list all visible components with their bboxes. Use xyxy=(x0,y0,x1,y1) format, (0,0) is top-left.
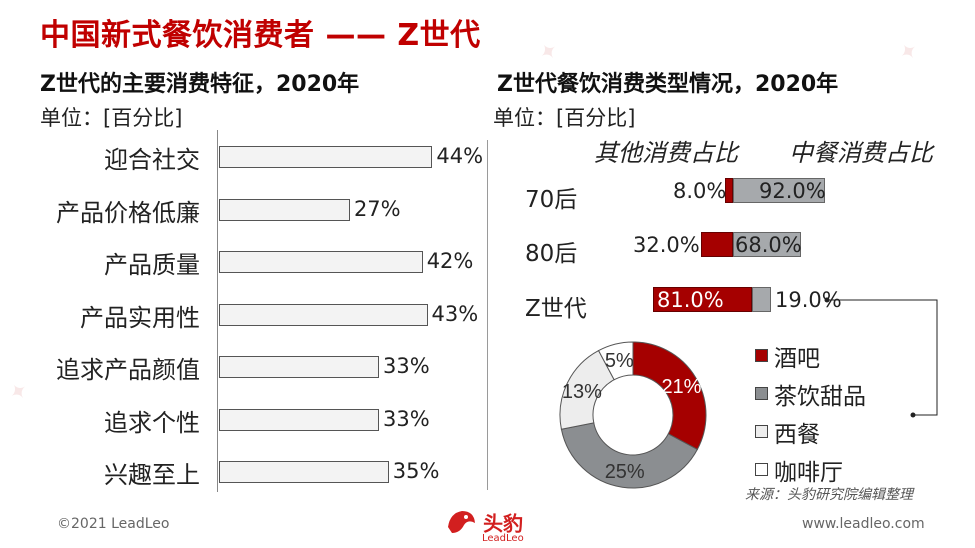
bar-value-other: 32.0% xyxy=(633,233,700,257)
category-label: 产品价格低廉 xyxy=(56,198,200,227)
logo: 头豹 LeadLeo xyxy=(444,505,524,544)
leopard-logo-icon xyxy=(448,511,475,533)
legend-swatch xyxy=(755,387,768,400)
category-label: 产品实用性 xyxy=(80,303,200,332)
bar-value-label: 35% xyxy=(392,459,440,483)
bar-segment-chinese xyxy=(752,287,771,312)
left-subtitle: Z世代的主要消费特征，2020年 xyxy=(40,72,360,97)
bar xyxy=(219,251,423,273)
bar xyxy=(219,356,380,378)
right-subtitle: Z世代餐饮消费类型情况，2020年 xyxy=(497,72,839,97)
donut-chart: 21% 25% 13%5% xyxy=(559,341,707,489)
panel-divider xyxy=(487,140,488,490)
category-label: 兴趣至上 xyxy=(104,461,200,489)
right-unit: 单位：[百分比] xyxy=(493,106,636,130)
bar xyxy=(219,146,433,168)
bar-segment-other xyxy=(653,287,752,312)
bar-value-other: 8.0% xyxy=(673,179,727,203)
category-label: 产品质量 xyxy=(104,251,200,279)
legend-swatch xyxy=(755,463,768,476)
bar-segment-chinese xyxy=(733,178,825,203)
row-label: 80后 xyxy=(525,241,578,267)
donut-slice xyxy=(560,422,699,489)
bar xyxy=(219,461,389,483)
bar xyxy=(219,303,428,326)
legend-label: 茶饮甜品 xyxy=(774,384,866,410)
header-other: 其他消费占比 xyxy=(594,139,738,167)
left-bar-axis xyxy=(217,130,218,492)
bar-value-label: 33% xyxy=(383,406,430,431)
logo-text: 头豹 xyxy=(483,511,524,536)
donut-slice xyxy=(597,341,634,381)
bar-value-label: 43% xyxy=(431,301,479,326)
legend-label: 西餐 xyxy=(774,422,820,448)
donut-slice-label: 13% xyxy=(562,381,602,403)
legend-label: 酒吧 xyxy=(774,346,820,372)
bar-segment-other xyxy=(701,232,733,257)
header-chinese: 中餐消费占比 xyxy=(789,139,933,167)
donut-slice xyxy=(632,341,707,451)
bar xyxy=(219,408,380,431)
logo-subtext: LeadLeo xyxy=(482,533,524,544)
donut-slice-label: 21% xyxy=(661,376,701,398)
bar-value-label: 44% xyxy=(436,144,484,168)
category-label: 迎合社交 xyxy=(104,146,200,174)
bar-value-chinese: 92.0% xyxy=(759,179,826,203)
footer-copyright: ©2021 LeadLeo xyxy=(57,516,170,532)
donut-slice-label: 5% xyxy=(605,350,634,372)
page-title: 中国新式餐饮消费者 —— Z世代 xyxy=(40,18,481,53)
bar xyxy=(219,198,350,221)
footer-url: www.leadleo.com xyxy=(802,516,925,532)
row-label: Z世代 xyxy=(525,296,587,322)
legend-swatch xyxy=(755,349,768,362)
bar-value-label: 42% xyxy=(426,249,474,273)
source-note: 来源：头豹研究院编辑整理 xyxy=(745,487,913,503)
left-unit: 单位：[百分比] xyxy=(40,106,183,130)
legend-label: 咖啡厅 xyxy=(774,460,843,486)
category-label: 追求产品颜值 xyxy=(56,356,200,384)
legend-swatch xyxy=(755,425,768,438)
donut-slice-label: 25% xyxy=(605,461,645,483)
bar-value-label: 27% xyxy=(353,196,401,221)
bar-segment-other xyxy=(725,178,733,203)
bar-value-other: 81.0% xyxy=(657,288,724,312)
category-label: 追求个性 xyxy=(104,408,200,437)
bar-segment-chinese xyxy=(733,232,801,257)
row-label: 70后 xyxy=(525,187,578,213)
bar-value-chinese: 68.0% xyxy=(735,233,802,257)
bar-value-label: 33% xyxy=(383,354,430,378)
